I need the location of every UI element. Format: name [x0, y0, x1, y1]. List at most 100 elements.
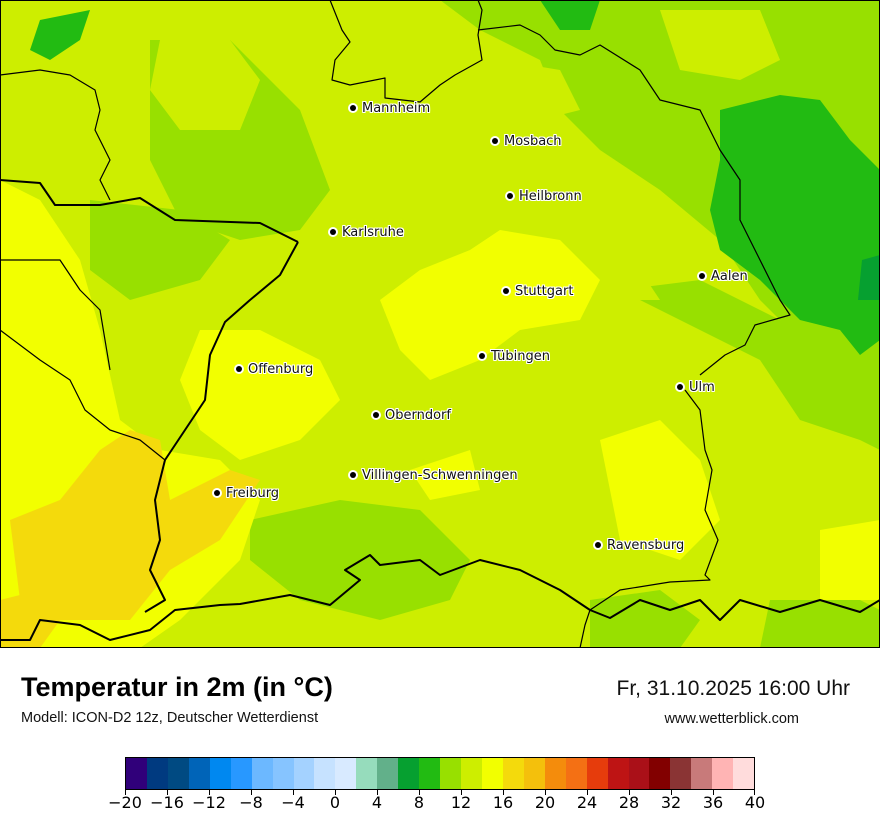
colorbar-tick	[251, 790, 252, 795]
colorbar-tick	[377, 790, 378, 795]
colorbar-tick-label: −20	[108, 793, 142, 812]
colorbar-segment	[712, 758, 734, 789]
city-marker-icon	[479, 353, 485, 359]
city-marker-icon	[373, 412, 379, 418]
colorbar-segment	[691, 758, 713, 789]
city-villingen-schwenningen: Villingen-Schwenningen	[350, 467, 518, 483]
colorbar-segment	[188, 758, 210, 789]
city-marker-icon	[330, 229, 336, 235]
temperature-map: Mannheim Mosbach Heilbronn Karlsruhe Aal…	[0, 0, 880, 648]
colorbar-tick	[209, 790, 210, 795]
colorbar-tick-label: 4	[371, 793, 383, 812]
city-label: Freiburg	[226, 485, 280, 501]
colorbar-ticks: −20 −16 −12 −8 −4 0 4 8 12 16 20 24 28 32 36 40	[108, 790, 765, 830]
colorbar-tick-label: 36	[702, 793, 724, 812]
city-heilbronn: Heilbronn	[507, 188, 582, 204]
city-label: Ulm	[689, 379, 715, 395]
city-mannheim: Mannheim	[350, 100, 430, 116]
colorbar-segment	[230, 758, 252, 789]
temperature-colorbar	[125, 757, 755, 790]
colorbar-tick-label: 28	[618, 793, 640, 812]
colorbar-segment	[544, 758, 566, 789]
city-marker-icon	[503, 288, 509, 294]
website-credit: www.wetterblick.com	[664, 711, 799, 727]
border-lines	[0, 0, 880, 648]
colorbar-segment	[272, 758, 294, 789]
city-label: Heilbronn	[519, 188, 582, 204]
colorbar-segment	[565, 758, 587, 789]
map-title: Temperatur in 2m (in °C)	[21, 672, 333, 702]
colorbar-tick-label: −4	[281, 793, 305, 812]
colorbar-tick-label: −16	[150, 793, 184, 812]
city-label: Offenburg	[248, 361, 314, 377]
colorbar-segment	[356, 758, 378, 789]
model-subtitle: Modell: ICON-D2 12z, Deutscher Wetterdie…	[21, 710, 319, 726]
colorbar-tick	[587, 790, 588, 795]
city-label: Tübingen	[491, 348, 550, 364]
colorbar-tick-label: −12	[192, 793, 226, 812]
colorbar-tick	[293, 790, 294, 795]
colorbar-segment	[481, 758, 503, 789]
colorbar-segment	[461, 758, 482, 789]
colorbar-segment	[440, 758, 461, 789]
colorbar-segment	[670, 758, 692, 789]
colorbar-segment	[607, 758, 629, 789]
colorbar-tick	[419, 790, 420, 795]
colorbar-segment	[586, 758, 608, 789]
colorbar-tick	[461, 790, 462, 795]
colorbar-tick-label: −8	[239, 793, 263, 812]
city-tuebingen: Tübingen	[479, 348, 550, 364]
colorbar-tick	[629, 790, 630, 795]
city-label: Mannheim	[362, 100, 431, 116]
city-ravensburg: Ravensburg	[595, 537, 684, 553]
colorbar-segment	[398, 758, 420, 789]
temperature-field	[0, 0, 880, 648]
colorbar-tick	[335, 790, 336, 795]
colorbar-tick	[545, 790, 546, 795]
city-label: Karlsruhe	[342, 224, 404, 240]
colorbar-tick	[754, 790, 755, 795]
colorbar-tick-label: 32	[660, 793, 682, 812]
colorbar-segment	[502, 758, 524, 789]
colorbar-segment	[293, 758, 315, 789]
colorbar-segment	[251, 758, 273, 789]
city-karlsruhe: Karlsruhe	[330, 224, 404, 240]
city-offenburg: Offenburg	[236, 361, 313, 377]
city-label: Oberndorf	[385, 407, 451, 423]
colorbar-segment	[733, 758, 755, 789]
colorbar-tick-label: 40	[744, 793, 766, 812]
city-label: Stuttgart	[515, 283, 574, 299]
city-ulm: Ulm	[677, 379, 715, 395]
city-marker-icon	[350, 472, 356, 478]
city-marker-icon	[677, 384, 683, 390]
city-mosbach: Mosbach	[492, 133, 562, 149]
colorbar-tick	[671, 790, 672, 795]
colorbar-segment	[209, 758, 231, 789]
colorbar-tick	[503, 790, 504, 795]
colorbar-segment	[314, 758, 336, 789]
city-stuttgart: Stuttgart	[503, 283, 573, 299]
city-marker-icon	[507, 193, 513, 199]
city-oberndorf: Oberndorf	[373, 407, 451, 423]
colorbar-tick-label: 8	[413, 793, 425, 812]
city-marker-icon	[236, 366, 242, 372]
city-freiburg: Freiburg	[214, 485, 279, 501]
colorbar-tick-label: 0	[329, 793, 341, 812]
colorbar-segment	[167, 758, 189, 789]
city-marker-icon	[699, 273, 705, 279]
city-label: Aalen	[711, 268, 748, 284]
colorbar-tick-label: 12	[450, 793, 472, 812]
colorbar-tick	[713, 790, 714, 795]
colorbar-tick-label: 20	[534, 793, 556, 812]
colorbar-tick	[125, 790, 126, 795]
colorbar-segment	[377, 758, 399, 789]
colorbar-segment	[523, 758, 545, 789]
city-marker-icon	[214, 490, 220, 496]
city-aalen: Aalen	[699, 268, 748, 284]
city-label: Villingen-Schwenningen	[362, 467, 518, 483]
city-marker-icon	[492, 138, 498, 144]
colorbar-segment	[628, 758, 650, 789]
colorbar-segment	[126, 758, 147, 789]
colorbar-segment	[335, 758, 357, 789]
city-label: Mosbach	[504, 133, 562, 149]
